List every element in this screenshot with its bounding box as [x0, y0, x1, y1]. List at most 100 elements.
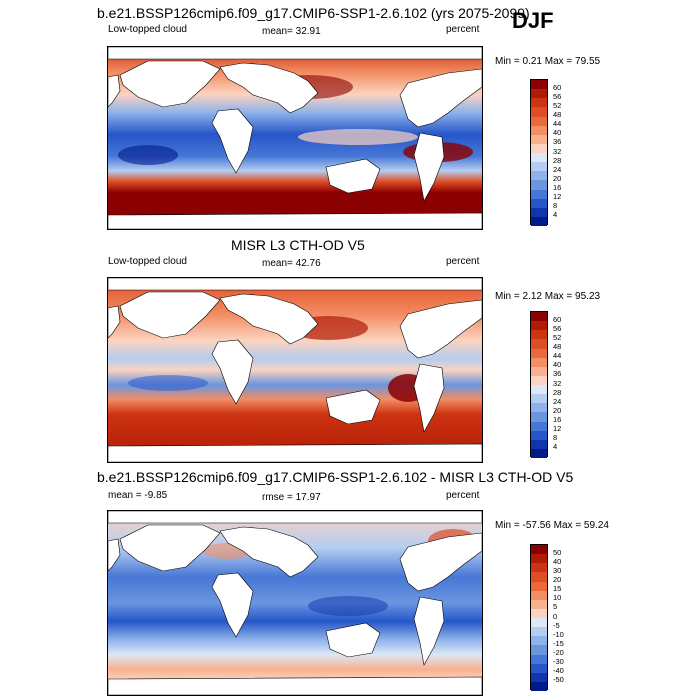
panel1-variable-label: Low-topped cloud — [108, 24, 187, 35]
panel3-colorbar — [530, 544, 548, 691]
colorbar-tick: 56 — [553, 324, 562, 333]
colorbar-tick: 32 — [553, 379, 562, 388]
colorbar-tick: -10 — [553, 630, 564, 639]
colorbar-swatch — [531, 321, 547, 331]
colorbar-tick: 40 — [553, 360, 562, 369]
colorbar-tick: -30 — [553, 657, 564, 666]
colorbar-swatch — [531, 627, 547, 637]
colorbar-swatch — [531, 645, 547, 655]
panel2-map — [107, 277, 483, 463]
colorbar-swatch — [531, 563, 547, 573]
colorbar-tick: 36 — [553, 369, 562, 378]
colorbar-tick: 28 — [553, 156, 562, 165]
colorbar-swatch — [531, 189, 547, 199]
colorbar-tick: 8 — [553, 433, 558, 442]
colorbar-tick: 4 — [553, 442, 558, 451]
colorbar-swatch — [531, 590, 547, 600]
colorbar-swatch — [531, 89, 547, 99]
panel3-rmse-label: rmse = 17.97 — [262, 492, 321, 503]
panel3-minmax-label: Min = -57.56 Max = 59.24 — [495, 520, 609, 531]
colorbar-swatch — [531, 330, 547, 340]
colorbar-tick: -40 — [553, 666, 564, 675]
colorbar-tick: 60 — [553, 315, 562, 324]
colorbar-swatch — [531, 125, 547, 135]
colorbar-tick: 5 — [553, 602, 558, 611]
colorbar-swatch — [531, 421, 547, 431]
colorbar-tick: 30 — [553, 566, 562, 575]
colorbar-swatch — [531, 394, 547, 404]
colorbar-swatch — [531, 581, 547, 591]
colorbar-tick: 12 — [553, 424, 562, 433]
colorbar-swatch — [531, 654, 547, 664]
colorbar-tick: 44 — [553, 119, 562, 128]
colorbar-swatch — [531, 385, 547, 395]
colorbar-tick: 15 — [553, 584, 562, 593]
colorbar-swatch — [531, 107, 547, 117]
panel1-minmax-label: Min = 0.21 Max = 79.55 — [495, 56, 601, 67]
panel1-colorbar — [530, 79, 548, 226]
colorbar-tick: 48 — [553, 110, 562, 119]
colorbar-tick: 16 — [553, 183, 562, 192]
panel2-mean-label: mean= 42.76 — [262, 258, 321, 269]
colorbar-swatch — [531, 171, 547, 181]
colorbar-swatch — [531, 312, 547, 322]
colorbar-swatch — [531, 162, 547, 172]
colorbar-swatch — [531, 80, 547, 90]
panel2-variable-label: Low-topped cloud — [108, 256, 187, 267]
colorbar-tick: 4 — [553, 210, 558, 219]
colorbar-swatch — [531, 430, 547, 440]
colorbar-swatch — [531, 599, 547, 609]
colorbar-tick: 28 — [553, 388, 562, 397]
colorbar-swatch — [531, 98, 547, 108]
colorbar-tick: 20 — [553, 406, 562, 415]
panel3-mean-label: mean = -9.85 — [108, 490, 168, 501]
colorbar-tick: 36 — [553, 137, 562, 146]
colorbar-swatch — [531, 348, 547, 358]
colorbar-swatch — [531, 143, 547, 153]
colorbar-swatch — [531, 448, 547, 458]
colorbar-tick: 0 — [553, 612, 558, 621]
colorbar-tick: 32 — [553, 147, 562, 156]
colorbar-tick: -15 — [553, 639, 564, 648]
panel2-title: MISR L3 CTH-OD V5 — [231, 237, 365, 253]
panel1-map — [107, 46, 483, 230]
colorbar-tick: 20 — [553, 575, 562, 584]
colorbar-tick: 8 — [553, 201, 558, 210]
colorbar-tick: 52 — [553, 333, 562, 342]
colorbar-swatch — [531, 403, 547, 413]
panel3-map — [107, 510, 483, 696]
colorbar-swatch — [531, 339, 547, 349]
panel3-title: b.e21.BSSP126cmip6.f09_g17.CMIP6-SSP1-2.… — [97, 469, 574, 485]
panel2-units-label: percent — [446, 256, 480, 267]
colorbar-tick: -20 — [553, 648, 564, 657]
panel1-mean-label: mean= 32.91 — [262, 26, 321, 37]
colorbar-swatch — [531, 412, 547, 422]
panel3-units-label: percent — [446, 490, 480, 501]
colorbar-swatch — [531, 375, 547, 385]
colorbar-swatch — [531, 545, 547, 555]
colorbar-swatch — [531, 366, 547, 376]
colorbar-tick: 24 — [553, 165, 562, 174]
colorbar-swatch — [531, 116, 547, 126]
colorbar-swatch — [531, 554, 547, 564]
colorbar-tick: 20 — [553, 174, 562, 183]
colorbar-swatch — [531, 207, 547, 217]
colorbar-tick: 40 — [553, 557, 562, 566]
colorbar-tick: -5 — [553, 621, 560, 630]
colorbar-swatch — [531, 618, 547, 628]
panel2-colorbar — [530, 311, 548, 458]
colorbar-swatch — [531, 572, 547, 582]
panel2-minmax-label: Min = 2.12 Max = 95.23 — [495, 291, 601, 302]
colorbar-tick: 16 — [553, 415, 562, 424]
colorbar-swatch — [531, 636, 547, 646]
colorbar-swatch — [531, 134, 547, 144]
panel1-units-label: percent — [446, 24, 480, 35]
colorbar-swatch — [531, 198, 547, 208]
colorbar-tick: 24 — [553, 397, 562, 406]
colorbar-swatch — [531, 608, 547, 618]
colorbar-tick: 56 — [553, 92, 562, 101]
colorbar-swatch — [531, 681, 547, 691]
colorbar-swatch — [531, 663, 547, 673]
colorbar-tick: 12 — [553, 192, 562, 201]
colorbar-tick: 40 — [553, 128, 562, 137]
